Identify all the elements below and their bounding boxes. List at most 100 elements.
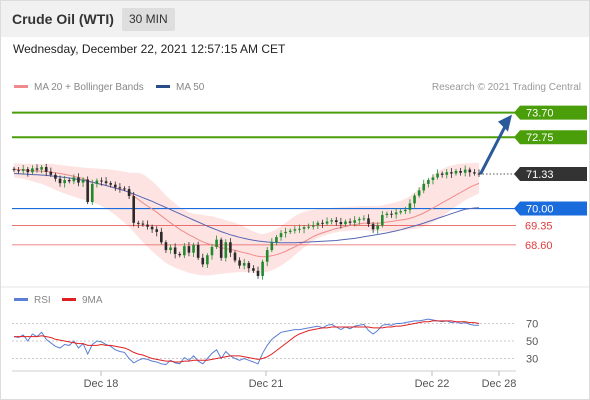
candle-body <box>371 224 375 230</box>
candle-body <box>334 220 338 223</box>
candle-body <box>390 213 393 215</box>
candle <box>256 266 260 279</box>
candle <box>26 167 30 177</box>
rsi-series-line <box>13 318 479 366</box>
candle-body <box>279 233 283 238</box>
candle <box>450 168 453 178</box>
candle <box>58 175 62 187</box>
interval-badge[interactable]: 30 MIN <box>122 8 175 31</box>
candle <box>376 222 380 234</box>
bollinger-legend-label: MA 20 + Bollinger Bands <box>34 82 144 93</box>
candle <box>463 165 467 177</box>
x-tick-label-Dec-21: Dec 21 <box>249 378 284 390</box>
candle-body <box>238 260 241 266</box>
candle <box>100 177 103 186</box>
candle-body <box>155 229 159 232</box>
level-tag-71.33: 71.33 <box>514 167 587 182</box>
candle-body <box>123 188 126 190</box>
candle-body <box>311 225 315 227</box>
candle-body <box>270 242 274 251</box>
candle <box>413 193 416 208</box>
candle <box>12 166 16 173</box>
candle-body <box>21 169 25 171</box>
candle-body <box>35 168 39 170</box>
candle-body <box>261 261 264 276</box>
x-tick-label-Dec-18: Dec 18 <box>84 378 119 390</box>
candle-body <box>436 173 439 178</box>
candle-body <box>160 231 163 243</box>
candle <box>183 243 186 259</box>
candle <box>436 169 439 180</box>
candle-body <box>100 180 103 182</box>
candle <box>104 177 108 186</box>
level-tag-text: 73.70 <box>526 108 554 120</box>
candle <box>196 241 200 260</box>
candle-body <box>362 218 366 220</box>
candle <box>210 243 214 260</box>
candle <box>132 191 136 227</box>
candle <box>49 167 53 177</box>
candle <box>316 220 320 230</box>
candle-body <box>173 247 177 254</box>
candle-body <box>463 169 467 173</box>
9ma-legend-label: 9MA <box>82 295 103 306</box>
candle <box>233 250 237 263</box>
candle <box>113 181 117 191</box>
candle-body <box>63 180 66 184</box>
candle-body <box>339 222 343 225</box>
candle <box>275 235 278 246</box>
candle <box>40 164 43 174</box>
candle-body <box>242 263 246 266</box>
candle <box>178 251 182 258</box>
candle-body <box>49 171 53 175</box>
candle-body <box>247 263 251 269</box>
candle-body <box>477 173 481 175</box>
candle <box>362 215 366 222</box>
candle <box>201 253 205 268</box>
candle-body <box>169 247 172 251</box>
candle-body <box>44 167 48 172</box>
candle-body <box>404 209 407 212</box>
candle-body <box>229 242 232 253</box>
candle-body <box>58 178 62 184</box>
candle <box>141 220 145 227</box>
candle-body <box>219 239 223 258</box>
bollinger-legend-swatch <box>14 85 28 88</box>
candle-body <box>201 257 205 265</box>
candle-body <box>376 225 380 230</box>
instrument-title: Crude Oil (WTI) <box>12 11 114 27</box>
candle <box>325 217 329 226</box>
candle <box>224 239 228 262</box>
candle <box>348 218 352 226</box>
candle <box>417 187 421 198</box>
rsi-panel: 70 50 30 <box>12 319 538 366</box>
candle <box>137 220 140 229</box>
candle <box>206 253 209 268</box>
rsi-tick-label-70: 70 <box>526 319 538 331</box>
candle <box>127 185 131 199</box>
candle <box>242 258 246 270</box>
candle-body <box>215 239 218 247</box>
ma50-legend-swatch <box>156 85 170 88</box>
candle-body <box>141 223 145 225</box>
candle <box>17 167 20 174</box>
candle-body <box>252 268 255 271</box>
level-tag-bg <box>514 130 587 145</box>
candle <box>353 216 356 227</box>
candle <box>284 227 287 238</box>
candle <box>146 220 149 230</box>
candle-body <box>40 167 43 170</box>
candle-body <box>357 218 361 221</box>
candle <box>192 242 195 258</box>
timestamp: Wednesday, December 22, 2021 12:57:15 AM… <box>13 42 286 56</box>
candle <box>404 206 407 214</box>
candle-body <box>132 196 136 223</box>
candle-body <box>440 173 444 175</box>
level-tag-text: 70.00 <box>526 204 554 216</box>
candle-body <box>183 246 186 256</box>
candle <box>321 219 324 229</box>
candle-body <box>265 250 269 262</box>
candle <box>445 169 449 179</box>
x-tick-label-Dec-22: Dec 22 <box>415 378 450 390</box>
candle-body <box>385 213 389 216</box>
